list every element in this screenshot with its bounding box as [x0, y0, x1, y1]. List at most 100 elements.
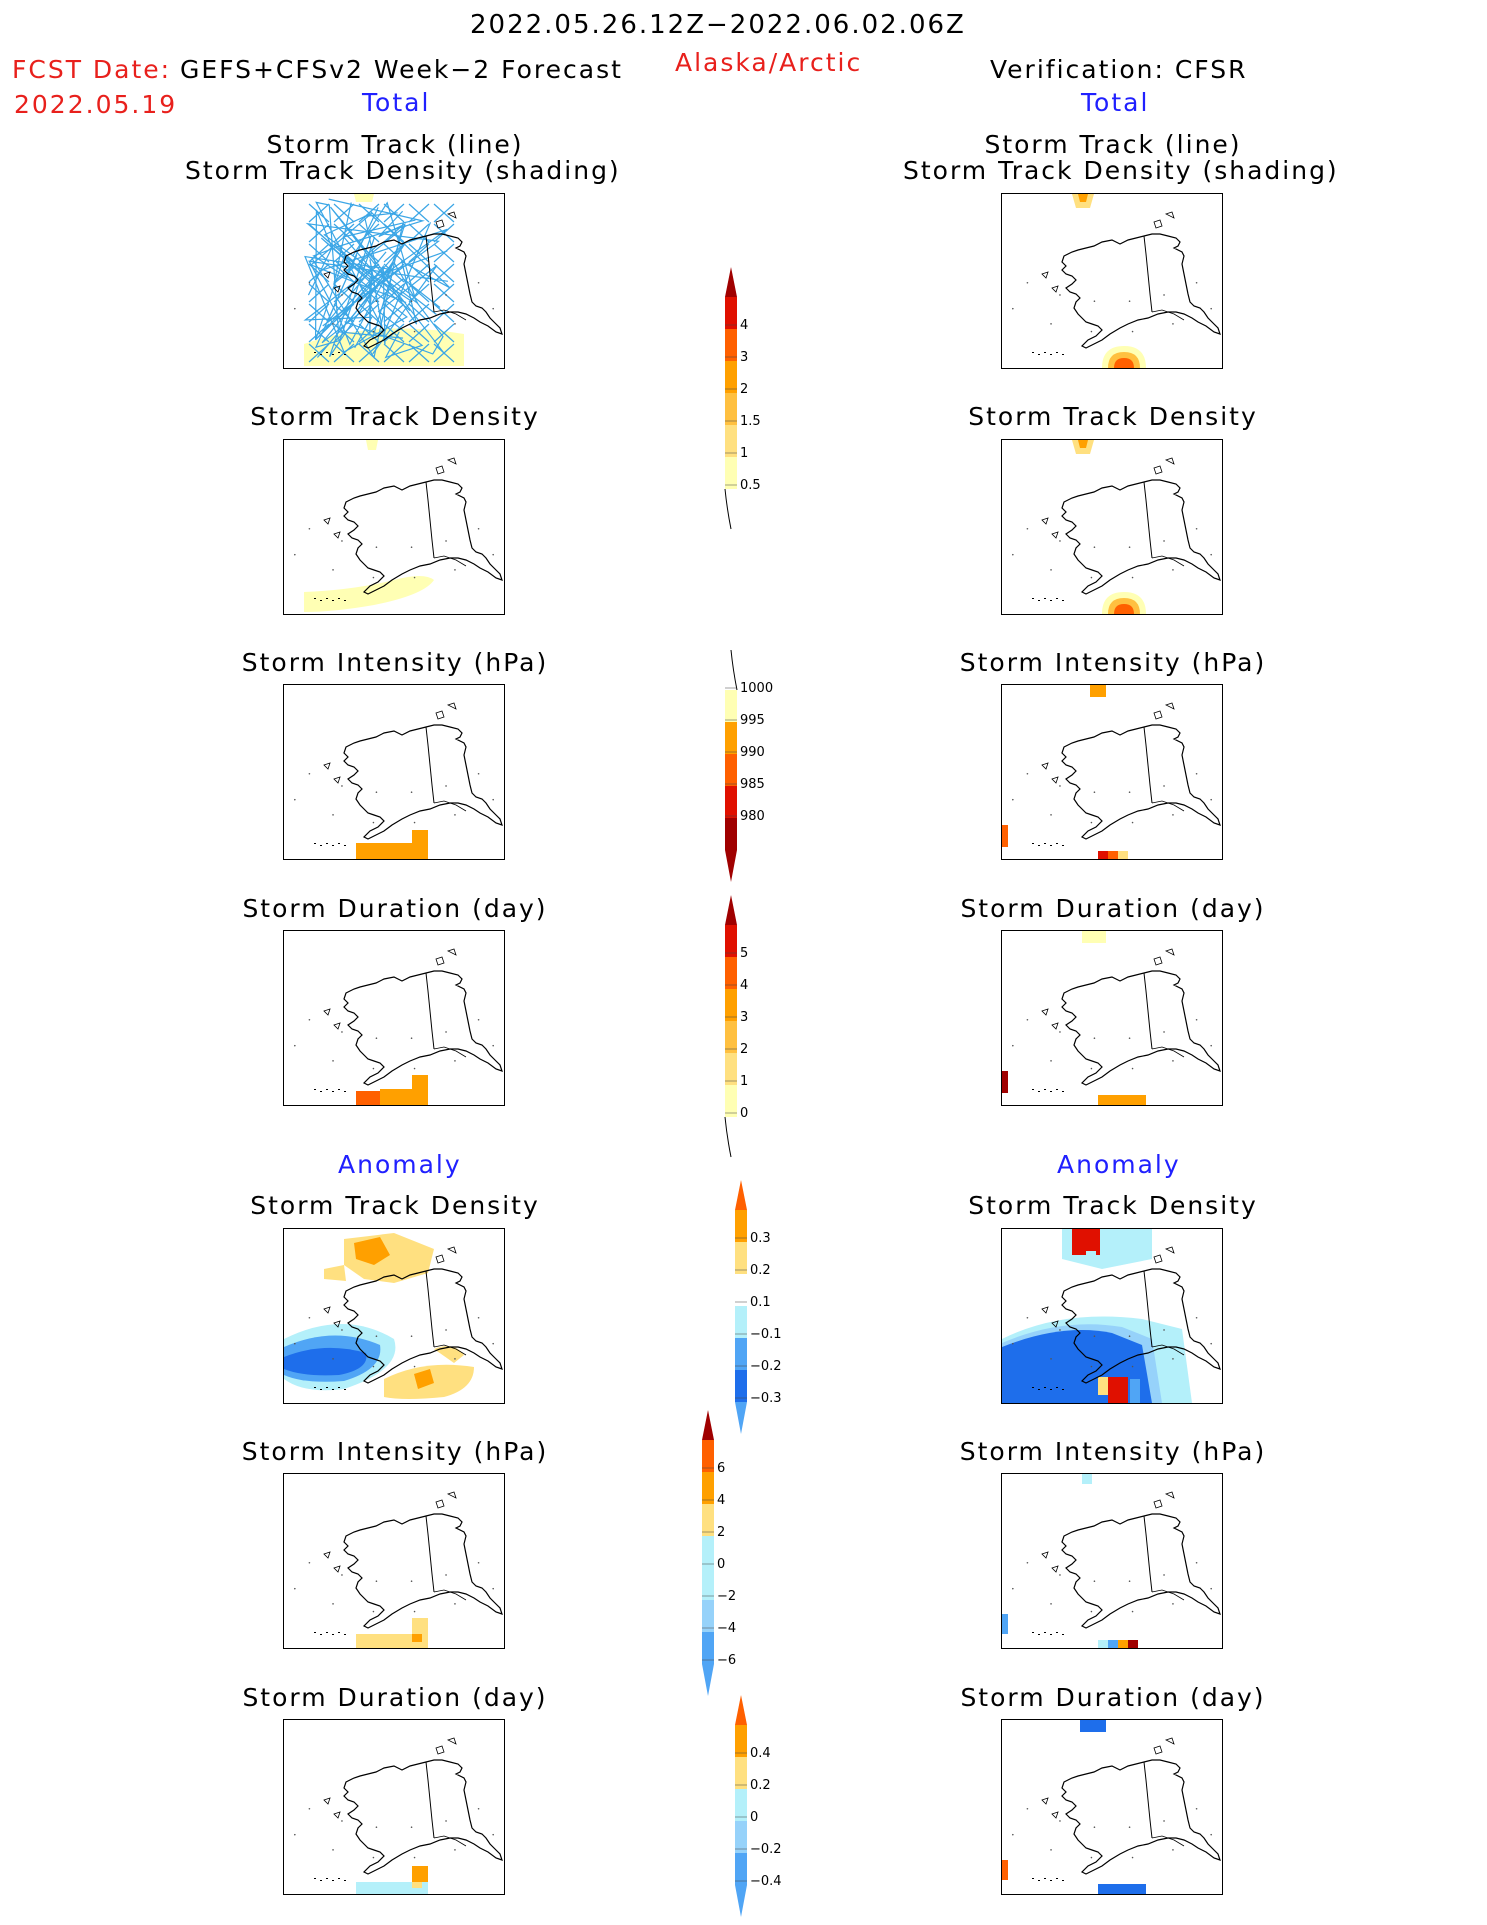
- alaska-canada-border: [425, 972, 435, 1050]
- duration-anomaly-shading: [1098, 1884, 1146, 1894]
- shaded-region: [1108, 1377, 1118, 1403]
- colorbar-duration-anom: 0.4 0.2 0 −0.2 −0.4: [735, 1695, 782, 1917]
- duration-anomaly-shading: [356, 1882, 428, 1894]
- panel-title-density-left: Storm Track Density: [250, 402, 540, 431]
- colorbar-intensity: 1000 995 990 985 980: [725, 649, 773, 882]
- fcst-source: GEFS+CFSv2 Week−2 Forecast: [180, 55, 623, 84]
- shaded-region: [1002, 1330, 1152, 1403]
- shaded-region: [1118, 851, 1128, 859]
- shaded-region: [1078, 194, 1088, 202]
- colorbar-intensity-anom: 6 4 2 0 −2 −4 −6: [702, 1410, 736, 1696]
- colorbar-label: 0.4: [750, 1746, 771, 1761]
- alaska-canada-border: [425, 1761, 435, 1839]
- map-svg: [1002, 685, 1221, 859]
- duration-shading: [1098, 1095, 1146, 1105]
- colorbar-density-anom: 0.3 0.2 0.1 −0.1 −0.2 −0.3: [735, 1180, 782, 1434]
- alaska-coastline: [343, 724, 503, 840]
- alaska-coastline: [343, 1268, 503, 1384]
- shaded-region: [412, 1882, 422, 1888]
- map-svg: [294, 702, 503, 859]
- colorbar-bottom-arrow: [735, 1885, 747, 1917]
- colorbar-label: −2: [717, 1589, 736, 1604]
- alaska-canada-border: [425, 1515, 435, 1593]
- colorbar-label: 1: [740, 1074, 748, 1089]
- shaded-region: [1108, 851, 1118, 859]
- colorbar-label: 1.5: [740, 414, 761, 429]
- arctic-islands: [1153, 702, 1175, 720]
- colorbar-label: 4: [740, 978, 748, 993]
- panel-title-duration-right: Storm Duration (day): [960, 894, 1266, 923]
- map-duration-right: [1001, 930, 1223, 1106]
- density-shading: [354, 194, 374, 202]
- colorbar-label: −0.4: [750, 1874, 782, 1889]
- panel-title-track-shading-right: Storm Track Density (shading): [903, 156, 1339, 185]
- colorbar-label: 4: [717, 1493, 725, 1508]
- colorbar-label: 0: [740, 1106, 748, 1121]
- shaded-region: [1078, 440, 1088, 448]
- colorbar-label: 995: [740, 713, 765, 728]
- colorbar-label: 5: [740, 946, 748, 961]
- arctic-islands: [435, 211, 457, 229]
- shaded-region: [1072, 1229, 1100, 1255]
- colorbar-segment: [735, 1274, 747, 1306]
- colorbar-segment: [725, 957, 737, 989]
- intensity-anomaly-shading: [412, 1618, 428, 1634]
- colorbar-density: 4 3 2 1.5 1 0.5: [724, 267, 761, 530]
- shaded-region: [414, 1369, 434, 1389]
- map-svg: [1012, 440, 1221, 614]
- map-duration-anom-right: [1001, 1719, 1223, 1895]
- colorbar-label: 0.3: [750, 1231, 771, 1246]
- colorbar-segment: [725, 786, 737, 818]
- colorbar-label: 2: [717, 1525, 725, 1540]
- arctic-islands: [1153, 948, 1175, 966]
- colorbar-segment: [702, 1568, 714, 1600]
- colorbar-label: 985: [740, 777, 765, 792]
- panel-title-intensity-right: Storm Intensity (hPa): [959, 648, 1267, 677]
- intensity-anomaly-shading: [1002, 1614, 1008, 1634]
- intensity-shading: [1002, 825, 1008, 847]
- section-anomaly-left: Anomaly: [338, 1150, 462, 1179]
- panel-title-duration-anom-right: Storm Duration (day): [960, 1683, 1266, 1712]
- map-duration-left: [283, 930, 505, 1106]
- shaded-region: [1118, 1377, 1128, 1403]
- shaded-region: [1118, 1640, 1128, 1648]
- shaded-region: [1098, 851, 1108, 859]
- colorbar-bottom-arrow: [735, 1402, 747, 1434]
- arctic-islands: [435, 1246, 457, 1264]
- arctic-islands: [1153, 211, 1175, 229]
- shaded-region: [354, 1237, 390, 1265]
- colorbar-segment: [735, 1757, 747, 1789]
- arctic-islands: [435, 1491, 457, 1509]
- map-track-left: [283, 193, 505, 369]
- panel-title-track-shading-left: Storm Track Density (shading): [185, 156, 621, 185]
- alaska-coastline: [343, 970, 503, 1086]
- colorbar-segment: [725, 690, 737, 722]
- colorbar-label: −0.2: [750, 1359, 782, 1374]
- colorbar-label: 3: [740, 350, 748, 365]
- intensity-shading: [356, 843, 428, 859]
- arctic-islands: [1153, 1491, 1175, 1509]
- colorbar-segment: [725, 329, 737, 361]
- forecast-period: 2022.05.26.12Z−2022.06.02.06Z: [470, 10, 966, 40]
- alaska-coastline: [1061, 1759, 1221, 1875]
- alaska-canada-border: [1143, 972, 1153, 1050]
- map-track-right: [1001, 193, 1223, 369]
- colorbar-label: 0: [750, 1810, 758, 1825]
- colorbar-label: 0.2: [750, 1263, 771, 1278]
- colorbar-segment: [702, 1536, 714, 1568]
- arctic-islands: [435, 948, 457, 966]
- colorbar-label: 2: [740, 382, 748, 397]
- arctic-islands: [435, 457, 457, 475]
- colorbar-segment: [735, 1242, 747, 1274]
- shaded-region: [1128, 1640, 1138, 1648]
- map-svg: [1002, 1720, 1221, 1894]
- alaska-canada-border: [1143, 726, 1153, 804]
- shaded-region: [1108, 1640, 1118, 1648]
- colorbar-label: −4: [717, 1621, 736, 1636]
- colorbar-segment: [702, 1600, 714, 1632]
- section-anomaly-right: Anomaly: [1057, 1150, 1181, 1179]
- shaded-region: [434, 1346, 464, 1363]
- panel-title-intensity-left: Storm Intensity (hPa): [241, 648, 549, 677]
- map-density-left: [283, 439, 505, 615]
- map-intensity-left: [283, 684, 505, 860]
